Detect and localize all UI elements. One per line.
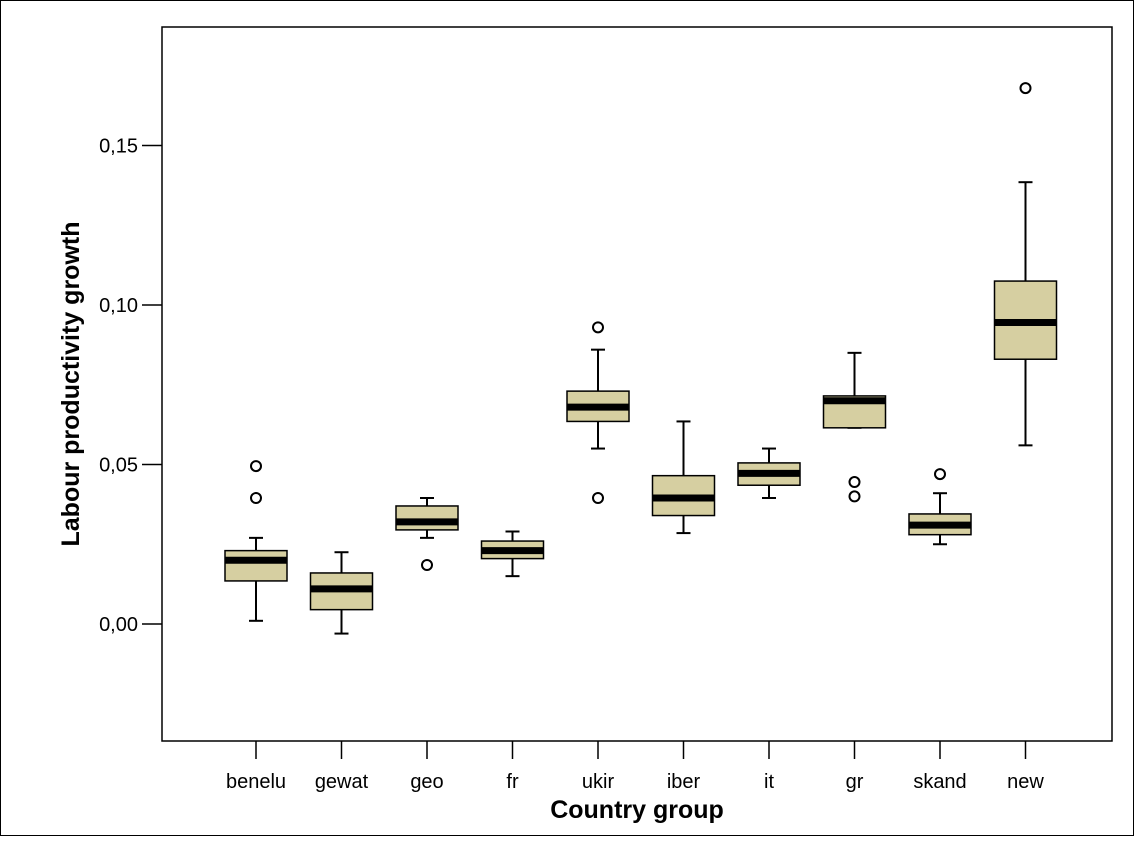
y-tick-label: 0,05 — [99, 455, 138, 477]
y-tick-label: 0,10 — [99, 295, 138, 317]
x-axis-title: Country group — [550, 796, 724, 824]
y-tick-label: 0,15 — [99, 136, 138, 158]
outlier-point — [250, 460, 262, 473]
x-tick-label: geo — [410, 771, 443, 793]
box-body — [395, 505, 459, 531]
y-axis-ticks: 0,00 0,05 0,10 0,15 — [99, 136, 162, 636]
outlier-point — [421, 558, 433, 571]
x-tick-label: gewat — [315, 771, 369, 793]
box-gewat — [309, 551, 374, 635]
outlier-point — [250, 491, 262, 504]
outlier-point — [848, 490, 861, 503]
box-ukir — [566, 321, 630, 504]
box-benelu — [224, 460, 288, 622]
box-iber — [651, 420, 716, 535]
box-body — [224, 549, 288, 582]
outlier-point — [1019, 82, 1032, 95]
x-tick-label: ukir — [582, 771, 615, 793]
outlier-point — [848, 476, 861, 489]
x-tick-label: fr — [506, 771, 519, 793]
outlier-point — [934, 468, 946, 481]
plot-area — [161, 26, 1113, 742]
x-tick-label: it — [764, 771, 774, 793]
box-new — [993, 82, 1058, 447]
x-tick-label: benelu — [226, 771, 286, 793]
x-tick-label: gr — [846, 771, 864, 793]
outlier-point — [592, 321, 604, 334]
x-tick-label: skand — [913, 771, 966, 793]
box-gr — [822, 351, 887, 503]
x-tick-label: iber — [667, 771, 701, 793]
x-tick-label: new — [1007, 771, 1044, 793]
box-it — [737, 447, 801, 499]
y-axis-title: Labour productivity growth — [57, 222, 85, 547]
y-tick-label: 0,00 — [99, 614, 138, 636]
boxes-layer — [224, 82, 1058, 635]
x-axis-ticks: benelu gewat geo fr ukir iber it gr skand new — [226, 741, 1044, 793]
outlier-point — [592, 491, 604, 504]
box-fr — [480, 530, 545, 578]
box-geo — [395, 496, 459, 571]
box-skand — [908, 468, 972, 546]
